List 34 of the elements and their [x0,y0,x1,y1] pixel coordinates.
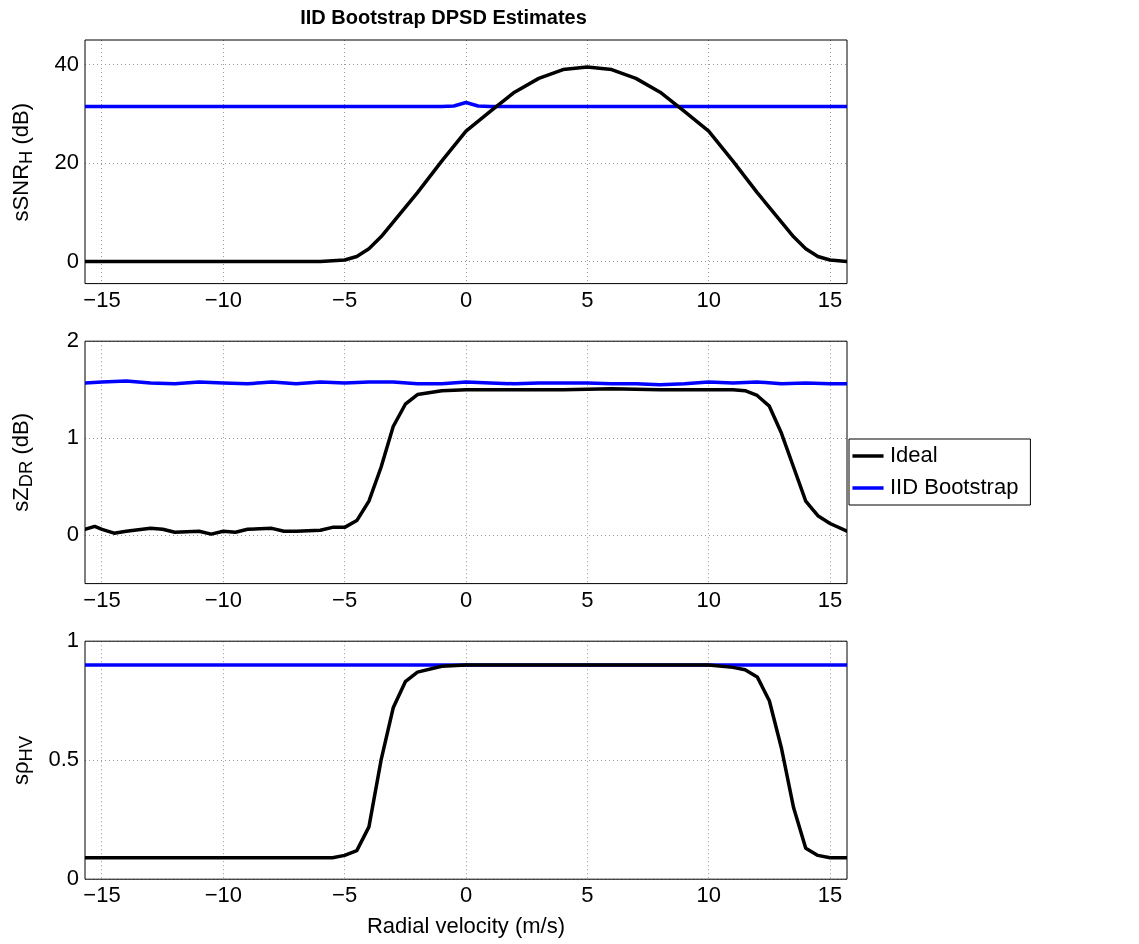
y-tick-label: 0 [66,521,79,547]
x-tick-label: −10 [204,586,242,612]
x-tick-label: 0 [459,882,473,908]
x-axis-title: Radial velocity (m/s) [366,912,566,938]
y-tick-label: 0 [66,247,79,273]
y-tick-label: 20 [54,149,79,175]
y-tick-label: 1 [66,424,79,450]
x-tick-label: −10 [204,286,242,312]
x-tick-label: −5 [332,586,358,612]
y-tick-label: 0.5 [48,746,79,772]
legend-label: IID Bootstrap [890,474,1019,500]
y-tick-label: 1 [66,627,79,653]
x-tick-label: −5 [332,286,358,312]
x-tick-label: 15 [817,882,843,908]
x-tick-label: −15 [83,882,121,908]
x-tick-label: 15 [817,586,843,612]
x-tick-label: 0 [459,286,473,312]
x-tick-label: −15 [83,586,121,612]
y-tick-label: 2 [66,327,79,353]
legend-label: Ideal [890,442,938,468]
y-tick-label: 0 [66,865,79,891]
x-tick-label: 10 [696,586,721,612]
x-tick-label: 5 [581,286,594,312]
x-tick-label: 5 [581,586,594,612]
x-tick-label: 15 [817,286,843,312]
x-tick-label: 10 [696,286,721,312]
y-tick-label: 40 [54,50,79,76]
x-tick-label: 5 [581,882,594,908]
x-tick-label: −5 [332,882,358,908]
x-tick-label: −15 [83,286,121,312]
x-tick-label: −10 [204,882,242,908]
x-tick-label: 10 [696,882,721,908]
x-tick-label: 0 [459,586,473,612]
chart-title: IID Bootstrap DPSD Estimates [300,5,587,28]
